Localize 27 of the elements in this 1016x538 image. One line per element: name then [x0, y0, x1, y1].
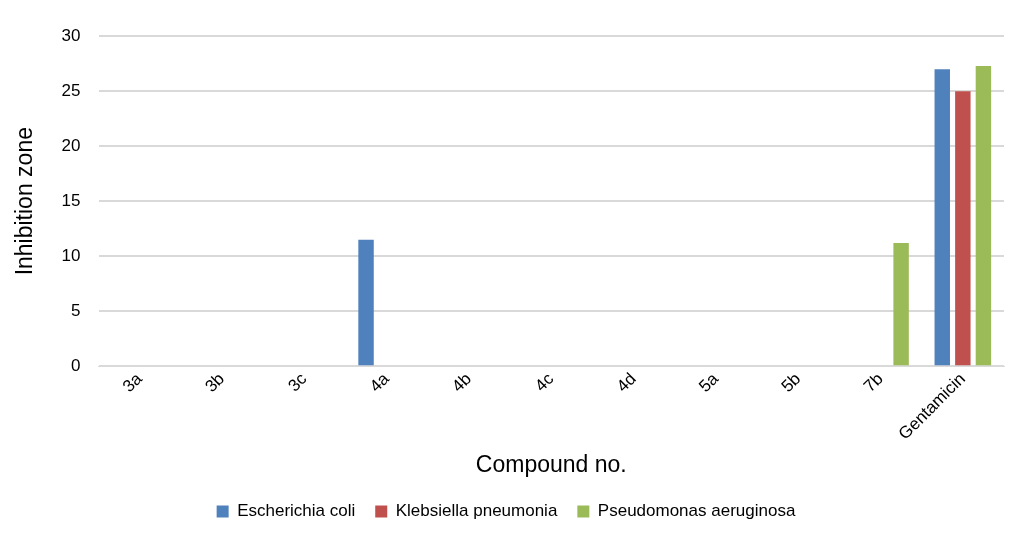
legend-label: Escherichia coli	[237, 501, 356, 521]
x-axis-title: Compound no.	[475, 450, 627, 477]
y-tick-label: 25	[61, 80, 81, 100]
legend-label: Klebsiella pneumonia	[395, 501, 558, 521]
bar	[955, 91, 971, 366]
x-tick-label: 4d	[612, 369, 640, 396]
bar	[893, 242, 909, 366]
x-tick-label: 3b	[201, 369, 229, 396]
x-tick-label: 3c	[284, 368, 311, 396]
bar	[358, 239, 374, 366]
legend-label: Pseudomonas aeruginosa	[597, 501, 796, 521]
x-tick-label: 7b	[859, 369, 887, 396]
y-tick-label: 30	[61, 25, 81, 45]
x-tick-label: 4b	[448, 369, 476, 396]
y-tick-label: 5	[71, 300, 81, 320]
x-tick-label: 5b	[777, 369, 805, 396]
y-tick-label: 20	[61, 135, 81, 155]
x-tick-label: 4c	[531, 368, 558, 396]
bar	[934, 69, 950, 366]
x-tick-label: 5a	[695, 368, 723, 396]
y-axis-title: Inhibition zone	[11, 127, 38, 276]
bar	[975, 65, 992, 366]
y-tick-label: 10	[61, 245, 81, 265]
x-tick-label: 4a	[365, 368, 394, 396]
y-tick-label: 15	[61, 190, 81, 210]
y-tick-label: 0	[71, 355, 81, 375]
x-tick-label: 3a	[119, 368, 147, 396]
